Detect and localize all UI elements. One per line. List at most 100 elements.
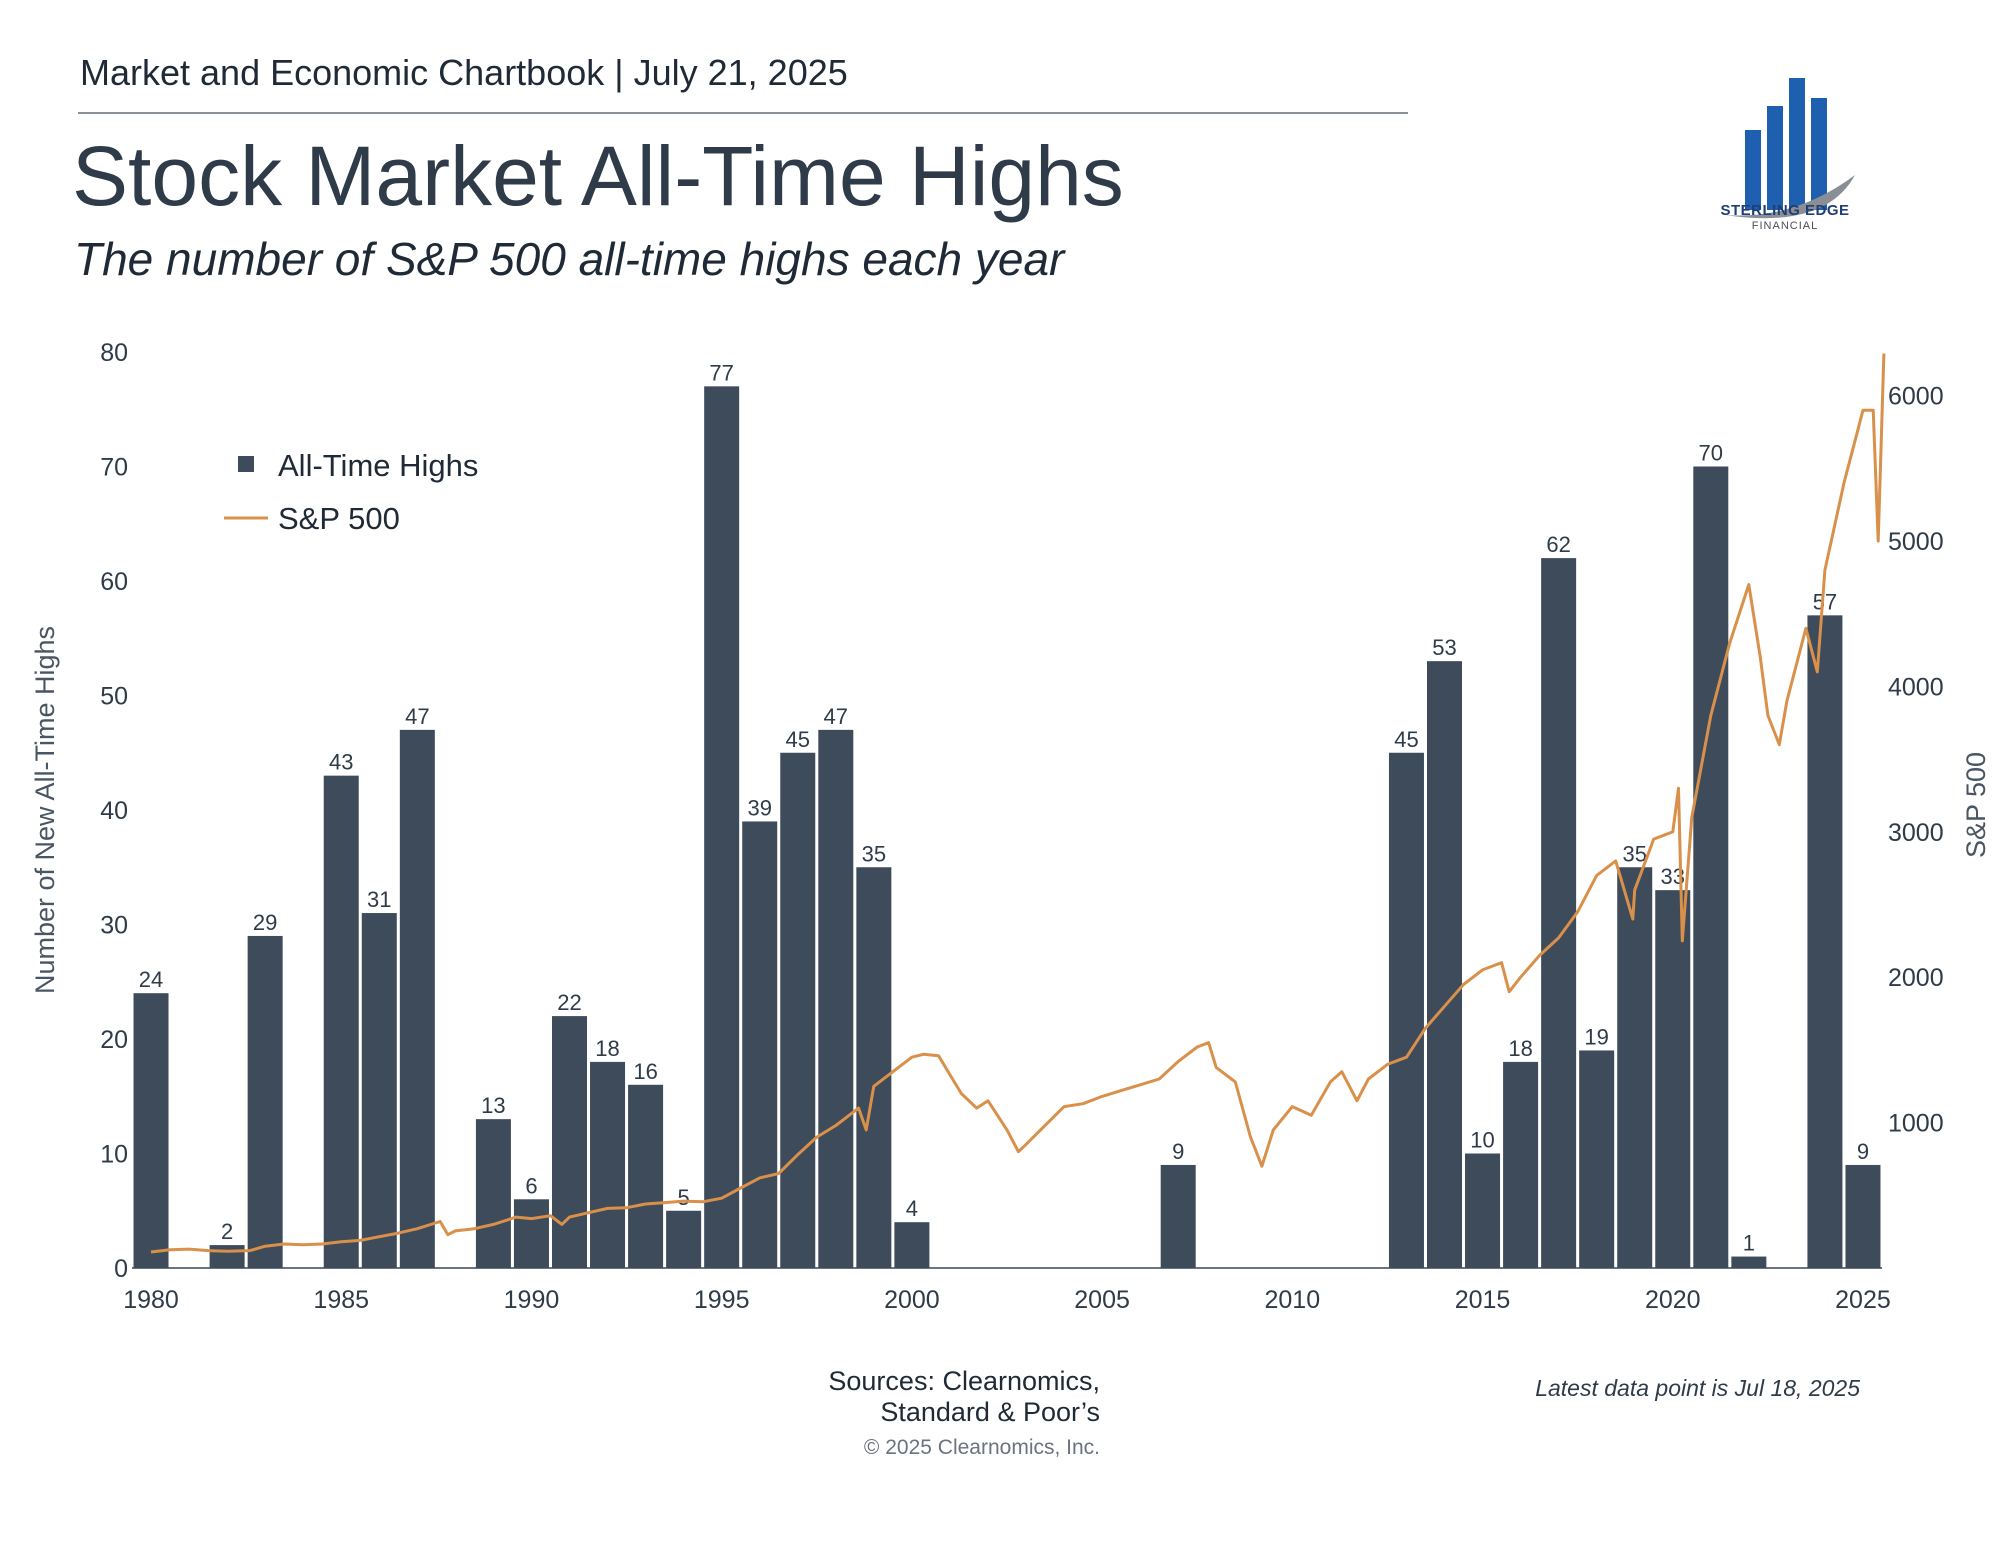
- y-tick-60: 60: [100, 568, 128, 596]
- bar-label-2024: 57: [1813, 589, 1837, 614]
- y-axis-label: Number of New All-Time Highs: [30, 626, 60, 994]
- bar-label-1997: 45: [786, 727, 810, 752]
- sources: Sources: Clearnomics, Standard & Poor’s: [760, 1366, 1100, 1428]
- bar-2025: [1845, 1164, 1881, 1268]
- bar-value-labels: 2422943314713622181657739454735494553101…: [139, 360, 1869, 1255]
- bar-label-2013: 45: [1394, 727, 1418, 752]
- bar-label-1986: 31: [367, 887, 391, 912]
- bar-label-1987: 47: [405, 704, 429, 729]
- logo-subname: FINANCIAL: [1751, 220, 1819, 232]
- y-tick-20: 20: [100, 1026, 128, 1054]
- bar-1990: [513, 1199, 549, 1268]
- bar-1993: [628, 1084, 664, 1268]
- bar-1982: [209, 1245, 245, 1268]
- bar-label-2018: 19: [1584, 1024, 1608, 1049]
- x-tick-2005: 2005: [1074, 1286, 1130, 1314]
- page-title: Stock Market All-Time Highs: [72, 129, 1124, 223]
- bar-1992: [590, 1061, 626, 1268]
- bar-2024: [1807, 615, 1843, 1268]
- bar-1983: [247, 935, 283, 1268]
- y-tick-30: 30: [100, 912, 128, 940]
- logo-bar-3: [1789, 78, 1805, 210]
- bar-1998: [818, 729, 854, 1268]
- bar-label-2007: 9: [1172, 1139, 1184, 1164]
- x-tick-2015: 2015: [1455, 1286, 1511, 1314]
- bar-1986: [361, 913, 397, 1268]
- bar-label-1982: 2: [221, 1219, 233, 1244]
- bar-2007: [1160, 1164, 1196, 1268]
- y-tick-70: 70: [100, 454, 128, 482]
- bar-label-2000: 4: [906, 1196, 918, 1221]
- y2-tick-4000: 4000: [1888, 673, 1944, 701]
- bar-2017: [1541, 558, 1577, 1268]
- x-tick-1990: 1990: [504, 1286, 560, 1314]
- bar-label-1998: 47: [824, 704, 848, 729]
- bar-1991: [552, 1016, 587, 1268]
- bar-2014: [1427, 661, 1462, 1268]
- chartbook-header: Market and Economic Chartbook | July 21,…: [80, 52, 848, 93]
- logo-bar-2: [1767, 106, 1783, 210]
- bar-2020: [1655, 890, 1691, 1268]
- bar-1985: [323, 775, 359, 1268]
- bar-1987: [399, 729, 435, 1268]
- y2-tick-2000: 2000: [1888, 964, 1944, 992]
- bar-1980: [133, 993, 169, 1268]
- y2-tick-1000: 1000: [1888, 1110, 1944, 1138]
- x-tick-2020: 2020: [1645, 1286, 1701, 1314]
- bar-1989: [475, 1119, 511, 1268]
- x-tick-2000: 2000: [884, 1286, 940, 1314]
- y-tick-50: 50: [100, 683, 128, 711]
- logo-name: STERLING EDGE: [1720, 202, 1850, 219]
- bar-label-2016: 18: [1508, 1036, 1532, 1061]
- header-divider: [78, 112, 1408, 114]
- y2-tick-6000: 6000: [1888, 383, 1944, 411]
- bar-label-2017: 62: [1546, 532, 1570, 557]
- tick-labels: 1980 1985 1990 1995 2000 2005 2010 2015 2020 2025…: [100, 339, 1943, 1314]
- bar-label-2025: 9: [1857, 1139, 1869, 1164]
- logo-swoosh: [1725, 175, 1855, 219]
- sp500-line: [150, 353, 1886, 1254]
- sp500-line-series: [150, 353, 1886, 1254]
- legend-label-all-time-highs: All-Time Highs: [278, 448, 478, 483]
- x-tick-1985: 1985: [313, 1286, 369, 1314]
- y-tick-0: 0: [114, 1255, 128, 1283]
- bar-label-1995: 77: [709, 360, 733, 385]
- bar-label-1996: 39: [747, 795, 771, 820]
- sources-line-2: Standard & Poor’s: [880, 1397, 1100, 1427]
- bar-1996: [742, 821, 778, 1268]
- bar-label-1993: 16: [633, 1059, 657, 1084]
- x-tick-1980: 1980: [123, 1286, 179, 1314]
- y-tick-80: 80: [100, 339, 128, 367]
- y2-axis-label: S&P 500: [1961, 752, 1991, 858]
- bar-series: [133, 386, 1881, 1269]
- legend-bar-swatch: [238, 456, 254, 472]
- sterling-edge-logo: [1725, 78, 1855, 219]
- bar-label-2014: 53: [1432, 635, 1456, 660]
- bar-label-2019: 35: [1622, 841, 1646, 866]
- bar-label-1990: 6: [525, 1173, 537, 1198]
- bar-2000: [894, 1222, 930, 1268]
- bar-1994: [666, 1210, 702, 1268]
- bar-2021: [1693, 466, 1729, 1268]
- bar-label-2021: 70: [1699, 441, 1723, 466]
- bar-label-1994: 5: [678, 1185, 690, 1210]
- bar-2018: [1579, 1050, 1615, 1268]
- bar-label-1992: 18: [595, 1036, 619, 1061]
- latest-data-note: Latest data point is Jul 18, 2025: [1535, 1375, 1860, 1401]
- bar-2022: [1731, 1256, 1767, 1268]
- legend-label-sp500: S&P 500: [278, 501, 400, 536]
- bar-label-2022: 1: [1743, 1231, 1755, 1256]
- page-subtitle: The number of S&P 500 all-time highs eac…: [74, 233, 1065, 285]
- bar-label-1985: 43: [329, 750, 353, 775]
- bar-label-1989: 13: [481, 1093, 505, 1118]
- y2-tick-5000: 5000: [1888, 528, 1944, 556]
- y-tick-40: 40: [100, 797, 128, 825]
- x-tick-2010: 2010: [1265, 1286, 1321, 1314]
- bar-1995: [704, 386, 740, 1269]
- x-tick-2025: 2025: [1835, 1286, 1891, 1314]
- legend: All-Time Highs S&P 500: [224, 448, 478, 536]
- bar-2013: [1388, 752, 1424, 1268]
- bar-label-1980: 24: [139, 967, 163, 992]
- bar-label-1999: 35: [862, 841, 886, 866]
